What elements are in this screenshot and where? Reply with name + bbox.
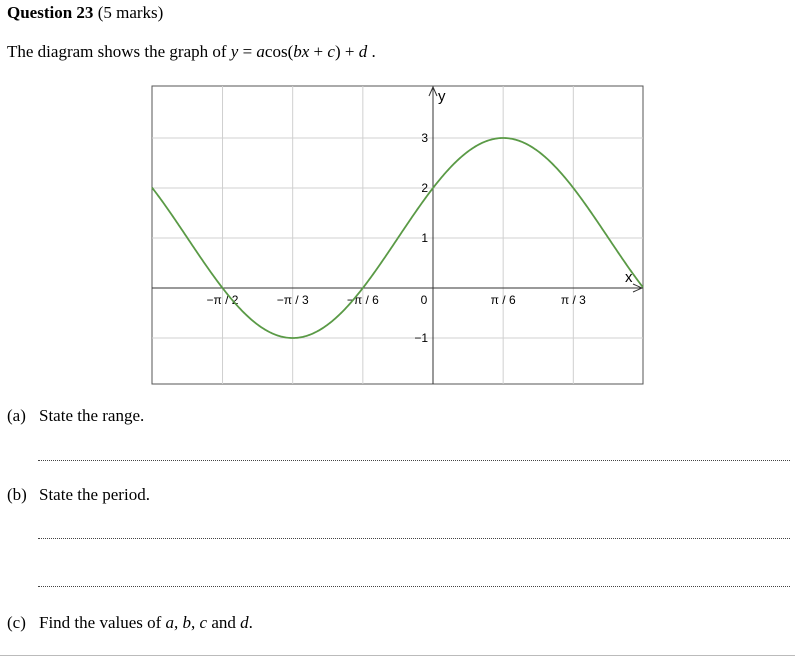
x-tick-label: 0 xyxy=(421,293,428,307)
eq-a: a xyxy=(256,42,265,61)
eq-equals: = xyxy=(238,42,257,61)
part-a: (a) State the range. xyxy=(7,406,144,426)
axes: xy xyxy=(152,85,644,384)
x-tick-label: π / 6 xyxy=(491,293,516,307)
equation: y = acos(bx + c) + d xyxy=(231,42,372,61)
var-d: d xyxy=(240,613,249,632)
eq-close: ) xyxy=(334,42,341,61)
x-tick-label: −π / 3 xyxy=(277,293,309,307)
grid xyxy=(152,86,643,384)
y-axis-label: y xyxy=(438,88,446,105)
part-c: (c) Find the values of a, b, c and d. xyxy=(7,613,253,633)
y-tick-label: −1 xyxy=(414,331,428,345)
plot-frame xyxy=(151,85,644,385)
question-intro: The diagram shows the graph of y = acos(… xyxy=(7,42,376,62)
intro-text: The diagram shows the graph of xyxy=(7,42,227,61)
y-axis-arrow xyxy=(428,85,438,97)
var-a: a xyxy=(165,613,175,632)
x-axis-label: x xyxy=(625,269,633,286)
eq-cos: cos( xyxy=(264,42,294,61)
part-a-text: State the range. xyxy=(39,406,145,425)
sep-2: , xyxy=(191,613,200,632)
part-b-label: (b) xyxy=(7,485,27,504)
x-axis-arrow xyxy=(632,283,644,293)
x-tick-label: −π / 2 xyxy=(207,293,239,307)
y-tick-label: 3 xyxy=(421,131,428,145)
cosine-curve xyxy=(151,137,644,339)
eq-plus-2: + xyxy=(340,42,359,61)
eq-d: d xyxy=(358,42,368,61)
part-c-label: (c) xyxy=(7,613,26,632)
answer-line-b2[interactable] xyxy=(38,586,790,587)
y-tick-label: 2 xyxy=(421,181,428,195)
sep-1: , xyxy=(174,613,183,632)
eq-y: y xyxy=(230,42,239,61)
eq-bx: bx xyxy=(293,42,310,61)
part-a-label: (a) xyxy=(7,406,26,425)
answer-line-b1[interactable] xyxy=(38,538,790,539)
x-tick-label: −π / 6 xyxy=(347,293,379,307)
page-bottom-rule xyxy=(0,655,795,656)
x-tick-label: π / 3 xyxy=(561,293,586,307)
question-title: Question 23 xyxy=(7,3,94,22)
part-b: (b) State the period. xyxy=(7,485,150,505)
intro-period: . xyxy=(371,42,376,61)
var-c: c xyxy=(199,613,208,632)
question-heading: Question 23 (5 marks) xyxy=(7,3,163,23)
question-marks: (5 marks) xyxy=(97,3,164,22)
part-b-text: State the period. xyxy=(39,485,150,504)
eq-c: c xyxy=(327,42,335,61)
and-word: and xyxy=(207,613,241,632)
y-tick-label: 1 xyxy=(421,231,428,245)
part-c-text: Find the values of xyxy=(39,613,166,632)
var-b: b xyxy=(182,613,192,632)
end-period: . xyxy=(248,613,253,632)
eq-plus-1: + xyxy=(309,42,328,61)
answer-line-a[interactable] xyxy=(38,460,790,461)
